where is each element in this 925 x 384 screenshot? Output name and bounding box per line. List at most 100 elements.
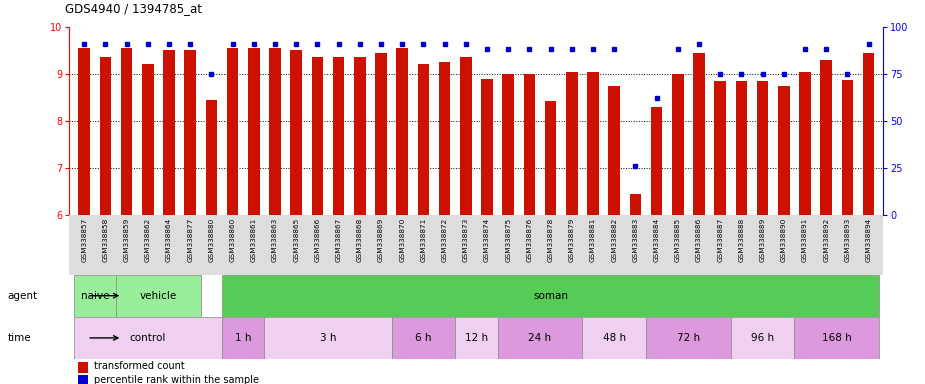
Text: GSM338878: GSM338878 [548,218,553,262]
Text: GSM338891: GSM338891 [802,218,808,262]
Bar [312,58,323,215]
Bar [248,48,260,215]
Bar [799,71,811,215]
Bar [731,317,795,359]
Text: GSM338864: GSM338864 [166,218,172,262]
Bar [205,100,217,215]
Bar [566,71,577,215]
Bar [265,317,391,359]
Bar [650,107,662,215]
Bar [735,81,747,215]
Bar [100,58,111,215]
Bar [455,317,498,359]
Text: 96 h: 96 h [751,333,774,343]
Bar [222,275,879,317]
Bar [672,74,684,215]
Bar [863,53,874,215]
Bar [757,81,769,215]
Text: agent: agent [7,291,38,301]
Text: GSM338873: GSM338873 [462,218,469,262]
Bar [290,50,302,215]
Text: 1 h: 1 h [235,333,252,343]
Text: GSM338884: GSM338884 [654,218,660,262]
Text: GSM338870: GSM338870 [400,218,405,262]
Text: GSM338883: GSM338883 [633,218,638,262]
Text: control: control [130,333,166,343]
Text: GSM338887: GSM338887 [717,218,723,262]
Text: GSM338890: GSM338890 [781,218,787,262]
Bar [333,58,344,215]
Bar [74,317,222,359]
Bar [116,275,201,317]
Text: 72 h: 72 h [677,333,700,343]
Text: naive: naive [80,291,109,301]
Bar [842,80,853,215]
Bar [778,86,790,215]
Text: GSM338866: GSM338866 [314,218,320,262]
Text: GSM338857: GSM338857 [81,218,87,262]
Text: GSM338872: GSM338872 [441,218,448,262]
Text: GSM338868: GSM338868 [357,218,363,262]
Bar [498,317,583,359]
Bar [269,48,281,215]
Text: GSM338867: GSM338867 [336,218,341,262]
Text: GSM338892: GSM338892 [823,218,829,262]
Bar [354,58,365,215]
Text: GDS4940 / 1394785_at: GDS4940 / 1394785_at [65,2,202,15]
Text: GSM338871: GSM338871 [420,218,426,262]
Bar [396,48,408,215]
Text: GSM338893: GSM338893 [845,218,850,262]
Bar [142,64,154,215]
Text: GSM338886: GSM338886 [696,218,702,262]
Bar [820,60,832,215]
Bar [391,317,455,359]
Text: GSM338889: GSM338889 [759,218,766,262]
Bar [587,71,598,215]
Bar [376,53,387,215]
Text: GSM338874: GSM338874 [484,218,490,262]
Text: 12 h: 12 h [465,333,488,343]
Bar [79,48,90,215]
Text: GSM338888: GSM338888 [738,218,745,262]
Text: GSM338860: GSM338860 [229,218,236,262]
Text: GSM338858: GSM338858 [103,218,108,262]
Bar [121,48,132,215]
Text: GSM338876: GSM338876 [526,218,533,262]
Bar [646,317,731,359]
Text: GSM338881: GSM338881 [590,218,596,262]
Text: vehicle: vehicle [140,291,177,301]
Bar [74,275,116,317]
Text: GSM338894: GSM338894 [866,218,871,262]
Bar [227,48,239,215]
Text: GSM338865: GSM338865 [293,218,299,262]
Bar [693,53,705,215]
Text: 168 h: 168 h [822,333,852,343]
Text: time: time [7,333,31,343]
Text: GSM338861: GSM338861 [251,218,257,262]
Text: GSM338880: GSM338880 [208,218,215,262]
Text: GSM338885: GSM338885 [674,218,681,262]
Text: 48 h: 48 h [602,333,625,343]
Bar [714,81,726,215]
Text: GSM338879: GSM338879 [569,218,574,262]
Bar [417,64,429,215]
Bar [460,58,472,215]
Bar [545,101,557,215]
Bar [502,74,514,215]
Bar [795,317,879,359]
Text: transformed count: transformed count [93,361,185,371]
Text: GSM338882: GSM338882 [611,218,617,262]
Bar [184,50,196,215]
Bar [481,79,493,215]
Text: GSM338877: GSM338877 [187,218,193,262]
Text: 6 h: 6 h [415,333,432,343]
Bar [78,362,88,373]
Bar [222,317,265,359]
Text: GSM338875: GSM338875 [505,218,512,262]
Text: 24 h: 24 h [528,333,551,343]
Bar [609,86,620,215]
Text: percentile rank within the sample: percentile rank within the sample [93,375,259,384]
Text: GSM338869: GSM338869 [378,218,384,262]
Bar [583,317,646,359]
Bar [524,74,536,215]
